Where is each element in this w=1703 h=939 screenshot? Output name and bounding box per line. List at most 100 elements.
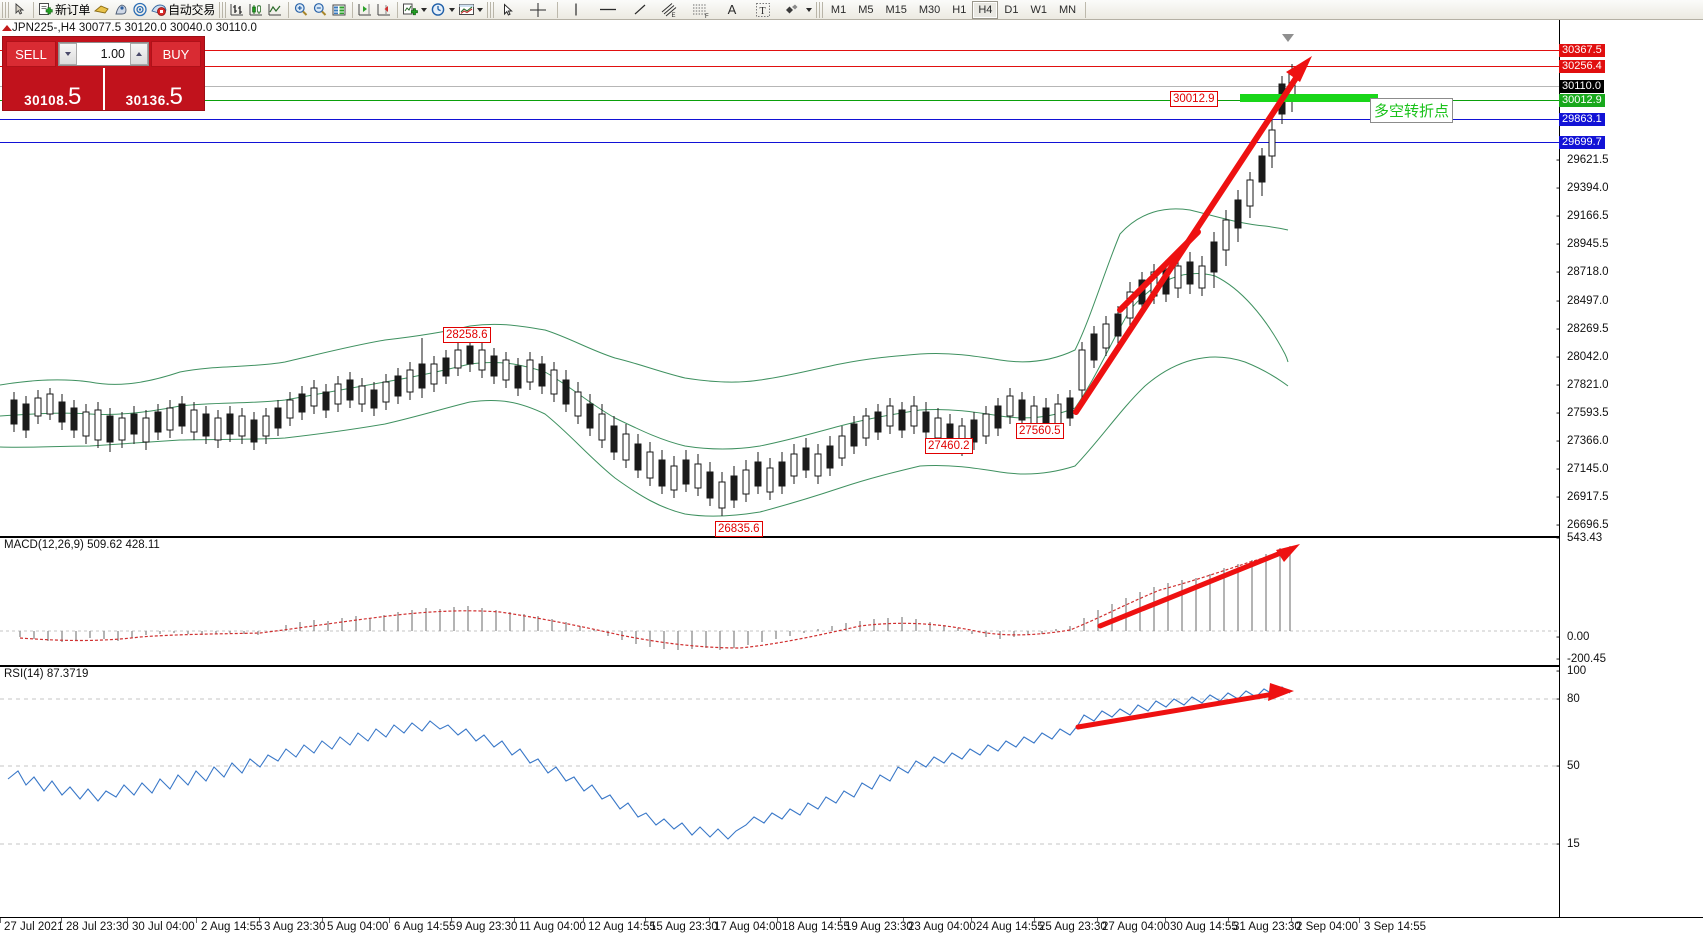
expert-advisors-icon[interactable] (111, 1, 130, 19)
objects-dropdown-arrow-icon[interactable] (805, 2, 814, 18)
crosshair-tool-icon[interactable] (522, 1, 554, 19)
time-tick-12: 18 Aug 14:55 (782, 921, 850, 933)
sell-button[interactable]: SELL (6, 41, 56, 67)
horizontal-line-tool-icon[interactable] (591, 1, 625, 19)
time-tick-7: 9 Aug 23:30 (456, 921, 518, 933)
macd-pane[interactable] (0, 538, 1560, 665)
rsi-tick-80: 80 (1567, 693, 1580, 705)
bar-chart-icon[interactable] (228, 1, 247, 19)
candlestick-series (10, 64, 1296, 516)
timeframe-m30[interactable]: M30 (918, 3, 941, 16)
line-chart-icon[interactable] (266, 1, 285, 19)
new-order-button[interactable]: 新订单 (37, 1, 92, 19)
trend-arrow-up[interactable] (1073, 56, 1312, 415)
macd-indicator-title: MACD(12,26,9) 509.62 428.11 (4, 539, 160, 551)
toolbar-grip-2[interactable] (218, 1, 226, 18)
price-pane[interactable] (0, 20, 1560, 536)
one-click-trade-panel[interactable]: SELL 1.00 BUY 30108 . 5 30136 . 5 (2, 36, 205, 111)
macd-tick-max: 543.43 (1567, 532, 1603, 544)
timeframe-h1[interactable]: H1 (952, 3, 967, 16)
timeframe-m1[interactable]: M1 (830, 3, 847, 16)
timeframe-d1[interactable]: D1 (1004, 3, 1019, 16)
sell-price-main: 30108 (24, 93, 65, 108)
trade-controls-row: SELL 1.00 BUY (3, 37, 204, 68)
time-axis[interactable]: 27 Jul 2021 28 Jul 23:30 30 Jul 04:00 2 … (0, 917, 1703, 939)
trade-prices-row: 30108 . 5 30136 . 5 (3, 68, 204, 110)
timeframe-h4[interactable]: H4 (972, 0, 999, 19)
periodicity-icon[interactable] (429, 1, 448, 19)
text-tool-icon[interactable]: A (727, 2, 737, 17)
price-badge-29699-7[interactable]: 29699.7 (1559, 136, 1605, 149)
sell-price-last: 5 (67, 83, 82, 110)
cursor-tool-icon[interactable] (11, 1, 30, 19)
chart-window[interactable]: JPN225-,H4 30077.5 30120.0 30040.0 30110… (0, 20, 1703, 939)
autotrading-button[interactable]: 自动交易 (149, 1, 217, 19)
buy-price-last: 5 (169, 83, 183, 110)
candlestick-chart-icon[interactable] (247, 1, 266, 19)
trendline-tool-icon[interactable] (625, 1, 655, 19)
annotation-26835-6[interactable]: 26835.6 (715, 521, 763, 537)
pointer-tool-icon[interactable] (496, 1, 522, 19)
chart-shift-icon[interactable] (356, 1, 375, 19)
annotation-turning-point[interactable]: 多空转折点 (1370, 98, 1454, 123)
timeframe-mn[interactable]: MN (1058, 3, 1077, 16)
volume-stepper[interactable]: 1.00 (58, 42, 149, 66)
main-toolbar: 新订单 自动交易 (0, 0, 1703, 20)
price-tick-29166-5: 29166.5 (1567, 210, 1609, 222)
rsi-indicator-title: RSI(14) 87.3719 (4, 668, 89, 680)
objects-list-icon[interactable] (779, 1, 805, 19)
timeframe-m5[interactable]: M5 (858, 3, 874, 16)
vertical-line-tool-icon[interactable] (561, 1, 591, 19)
price-badge-29863-1[interactable]: 29863.1 (1559, 113, 1605, 126)
auto-scroll-icon[interactable] (375, 1, 394, 19)
macd-trend-arrow[interactable] (1097, 544, 1300, 629)
rsi-tick-15: 15 (1567, 838, 1580, 850)
fibonacci-tool-icon[interactable]: F (685, 1, 717, 19)
signals-icon[interactable] (130, 1, 149, 19)
periodicity-dropdown-arrow-icon[interactable] (448, 2, 457, 18)
toolbar-grip-4[interactable] (815, 1, 823, 18)
price-badge-30256-4[interactable]: 30256.4 (1559, 60, 1605, 73)
annotation-27560-5[interactable]: 27560.5 (1016, 423, 1064, 439)
timeframe-m15[interactable]: M15 (885, 3, 907, 16)
rsi-tick-50: 50 (1567, 760, 1580, 772)
indicators-icon[interactable] (92, 1, 111, 19)
annotation-28258-6[interactable]: 28258.6 (443, 327, 491, 343)
time-tick-6: 6 Aug 14:55 (394, 921, 456, 933)
toolbar-grip[interactable] (2, 1, 9, 18)
volume-increase-button[interactable] (130, 43, 148, 65)
zoom-out-icon[interactable] (311, 1, 330, 19)
volume-value[interactable]: 1.00 (100, 47, 125, 61)
buy-price[interactable]: 30136 . 5 (102, 68, 205, 110)
price-badge-30012-9[interactable]: 30012.9 (1559, 94, 1605, 107)
time-tick-2: 30 Jul 04:00 (132, 921, 195, 933)
sell-price[interactable]: 30108 . 5 (3, 68, 103, 110)
rsi-pane[interactable] (0, 667, 1560, 917)
templates-icon[interactable] (457, 1, 476, 19)
toolbar-grip-3[interactable] (486, 1, 494, 18)
volume-decrease-button[interactable] (59, 43, 77, 65)
equidistant-channel-tool-icon[interactable]: E (655, 1, 685, 19)
time-tick-10: 15 Aug 23:30 (650, 921, 718, 933)
price-tick-26917-5: 26917.5 (1567, 491, 1609, 503)
text-label-tool-icon[interactable]: T (747, 1, 779, 19)
rsi-trend-arrow[interactable] (1075, 683, 1294, 730)
price-tick-28042-0: 28042.0 (1567, 351, 1609, 363)
macd-tick-min: -200.45 (1567, 653, 1607, 665)
buy-button[interactable]: BUY (151, 41, 201, 67)
templates-dropdown-arrow-icon[interactable] (476, 2, 485, 18)
price-badge-30367-5[interactable]: 30367.5 (1559, 44, 1605, 57)
add-indicator-dropdown-arrow-icon[interactable] (420, 2, 429, 18)
data-window-icon[interactable] (330, 1, 349, 19)
timeframe-w1[interactable]: W1 (1030, 3, 1047, 16)
rsi-line (7, 686, 1291, 840)
chart-scroll-marker-icon (2, 25, 12, 31)
zoom-in-icon[interactable] (292, 1, 311, 19)
add-indicator-icon[interactable] (401, 1, 420, 19)
time-tick-9: 12 Aug 14:55 (588, 921, 656, 933)
annotation-30012-9[interactable]: 30012.9 (1170, 91, 1218, 107)
annotation-27460-2[interactable]: 27460.2 (925, 438, 973, 454)
support-zone-marker[interactable] (1240, 94, 1378, 102)
price-tick-28718-0: 28718.0 (1567, 266, 1609, 278)
price-axis[interactable]: 30367.5 30256.4 30110.0 30012.9 29863.1 … (1556, 20, 1703, 917)
